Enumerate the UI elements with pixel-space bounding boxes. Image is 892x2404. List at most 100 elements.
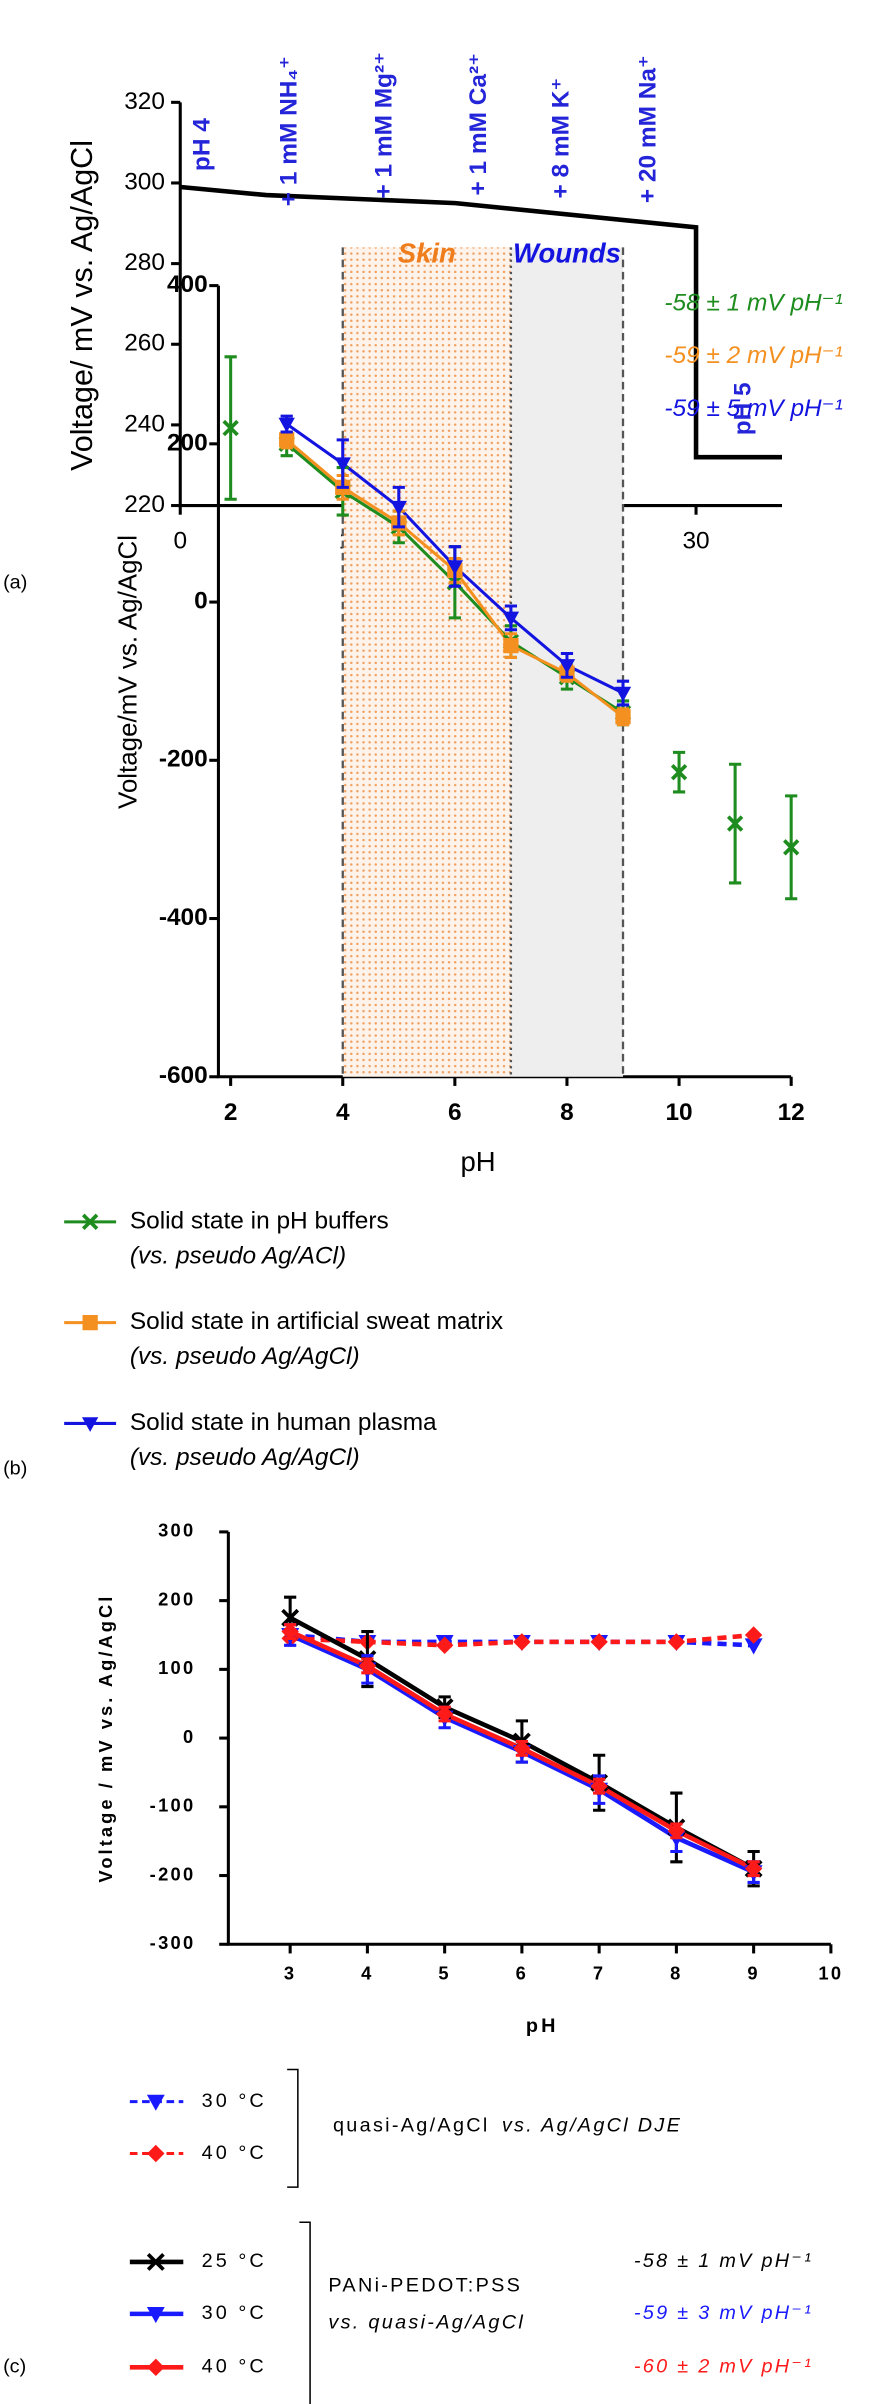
marker (147, 2358, 165, 2377)
annotation: + 1 mM Ca²⁺ (465, 53, 492, 196)
slope-label: -58 ± 1 mV pH⁻¹ (664, 289, 842, 316)
y-tick-label: 200 (167, 429, 208, 456)
y-tick-label: 200 (158, 1588, 195, 1609)
y-tick-label: 0 (194, 588, 208, 615)
legend-bracket (287, 2068, 299, 2188)
annotation: + 1 mM NH₄⁺ (276, 56, 303, 206)
x-tick-label: 2 (224, 1099, 238, 1126)
legend-label: Solid state in human plasma (130, 1409, 437, 1436)
y-tick-label: 100 (158, 1657, 195, 1678)
slope-label: -60 ± 2 mV pH⁻¹ (634, 2356, 813, 2378)
marker (590, 1777, 608, 1795)
y-tick-label: 400 (167, 271, 208, 298)
legend-label: 40 °C (202, 2142, 267, 2164)
marker (279, 432, 295, 448)
marker (82, 1315, 98, 1331)
group-label: PANi-PEDOT:PSS (328, 2275, 522, 2297)
panel-label: (b) (3, 1458, 27, 1480)
annotation: pH 5 (729, 382, 756, 435)
marker (81, 1417, 99, 1432)
marker (146, 2094, 165, 2111)
slope-label: -58 ± 1 mV pH⁻¹ (634, 2250, 813, 2272)
marker (390, 500, 407, 516)
group-label: quasi-Ag/AgCl (333, 2114, 490, 2136)
marker (503, 637, 519, 654)
y-axis-label: Voltage / mV vs. Ag/AgCl (95, 1594, 116, 1883)
marker (146, 2253, 165, 2271)
x-axis-label: pH (526, 2015, 559, 2037)
legend-label: 25 °C (202, 2250, 267, 2272)
region (342, 247, 511, 1077)
y-tick-label: 220 (124, 491, 165, 518)
x-tick-label: 7 (593, 1963, 605, 1984)
marker (590, 1633, 608, 1651)
y-tick-label: -400 (159, 904, 208, 931)
marker (334, 457, 351, 473)
marker (670, 763, 688, 781)
legend-label: 40 °C (202, 2356, 267, 2378)
marker (744, 1626, 763, 1644)
marker (278, 417, 295, 433)
y-tick-label: 280 (124, 249, 165, 276)
x-tick-label: 5 (438, 1963, 450, 1984)
x-tick-label: 10 (818, 1963, 843, 1984)
y-tick-label: -600 (159, 1062, 208, 1089)
legend-note: (vs. pseudo Ag/AgCl) (130, 1444, 360, 1471)
y-tick-label: 0 (183, 1726, 195, 1747)
legend-label: Solid state in artificial sweat matrix (130, 1308, 503, 1335)
marker (435, 1636, 454, 1655)
legend-label: Solid state in pH buffers (130, 1207, 389, 1234)
group-label-italic: vs. Ag/AgCl DJE (502, 2114, 682, 2136)
x-tick-label: 8 (560, 1099, 574, 1126)
marker (615, 709, 631, 725)
marker (281, 1622, 299, 1641)
x-tick-label: 0 (173, 528, 187, 555)
x-tick-label: 6 (448, 1099, 462, 1126)
y-tick-label: -100 (150, 1795, 196, 1816)
x-tick-label: 4 (336, 1099, 350, 1126)
x-tick-label: 10 (665, 1099, 692, 1126)
marker (147, 2144, 165, 2163)
x-tick-label: 30 (682, 528, 709, 555)
y-axis-label: Voltage/mV vs. Ag/AgCl (113, 535, 143, 809)
x-tick-label: 8 (670, 1963, 682, 1984)
slope-label: -59 ± 3 mV pH⁻¹ (634, 2302, 813, 2324)
marker (783, 839, 800, 856)
marker (81, 1213, 99, 1231)
marker (744, 1859, 763, 1878)
marker (502, 611, 520, 627)
marker (446, 560, 464, 575)
data-line (180, 184, 783, 460)
marker (667, 1822, 686, 1840)
legend-label: 30 °C (202, 2302, 267, 2324)
marker (513, 1633, 531, 1651)
y-axis-label: Voltage/ mV vs. Ag/AgCl (65, 140, 99, 471)
axes (226, 1531, 831, 1946)
marker (358, 1657, 377, 1675)
slope-label: -59 ± 5 mV pH⁻¹ (664, 395, 842, 422)
panel-label: (c) (3, 2356, 26, 2378)
x-axis-label: pH (461, 1146, 496, 1177)
marker (558, 659, 576, 674)
marker (667, 1633, 686, 1651)
x-tick-label: 12 (778, 1099, 805, 1126)
x-tick-label: 3 (284, 1963, 296, 1984)
x-tick-label: 4 (361, 1963, 373, 1984)
y-tick-label: 240 (124, 410, 165, 437)
y-tick-label: 300 (124, 168, 165, 195)
legend-label: 30 °C (202, 2090, 267, 2112)
region-label: Wounds (513, 237, 621, 268)
x-tick-label: 6 (516, 1963, 528, 1984)
marker (435, 1705, 454, 1723)
marker (726, 815, 744, 832)
legend-note: (vs. pseudo Ag/ACl) (130, 1242, 346, 1269)
y-tick-label: -300 (150, 1932, 196, 1953)
annotation: + 20 mM Na⁺ (635, 55, 662, 203)
region-label: Skin (398, 237, 456, 268)
marker (222, 419, 239, 437)
legend-bracket (299, 2221, 311, 2404)
annotation: pH 4 (189, 118, 216, 171)
y-tick-label: 260 (124, 330, 165, 357)
y-tick-label: 320 (124, 88, 165, 115)
